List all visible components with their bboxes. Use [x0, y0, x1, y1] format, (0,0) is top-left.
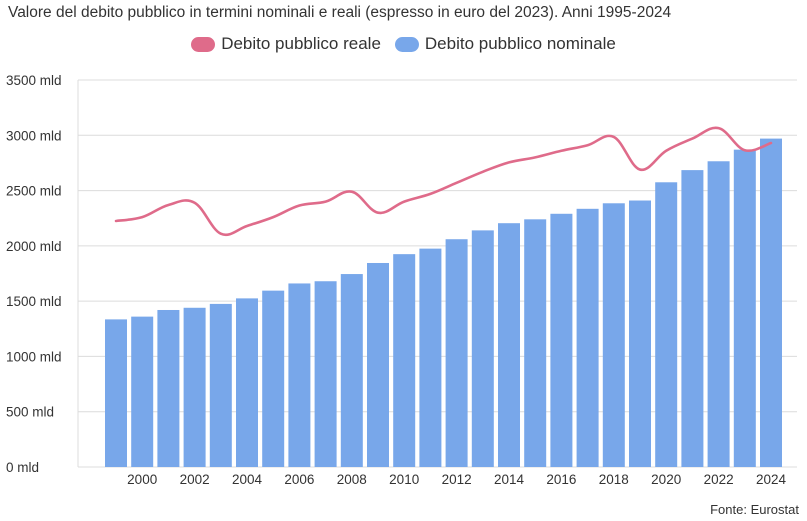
y-tick-label: 2000 mld	[6, 239, 62, 254]
bar[interactable]	[707, 161, 730, 467]
bar[interactable]	[602, 203, 625, 467]
bar[interactable]	[498, 223, 520, 467]
legend-item-real[interactable]: Debito pubblico reale	[191, 34, 381, 54]
bar[interactable]	[236, 298, 258, 467]
bar[interactable]	[760, 138, 782, 468]
x-tick-label: 2014	[494, 472, 525, 487]
x-tick-label: 2008	[337, 472, 367, 487]
bar[interactable]	[576, 208, 599, 467]
bar[interactable]	[262, 290, 285, 467]
y-tick-label: 1000 mld	[6, 349, 62, 364]
legend-item-nominal[interactable]: Debito pubblico nominale	[394, 34, 616, 54]
bar[interactable]	[183, 307, 206, 467]
y-tick-label: 0 mld	[6, 460, 39, 475]
bar[interactable]	[550, 213, 573, 467]
x-tick-label: 2016	[546, 472, 576, 487]
bar[interactable]	[681, 170, 704, 467]
bar[interactable]	[314, 281, 337, 467]
bar[interactable]	[340, 274, 363, 467]
bar[interactable]	[524, 219, 547, 467]
y-axis: 0 mld 500 mld 1000 mld 1500 mld 2000 mld 2500…	[6, 73, 79, 475]
y-tick-label: 3000 mld	[6, 128, 62, 143]
bars-nominal	[105, 138, 782, 468]
x-tick-label: 2010	[389, 472, 419, 487]
y-tick-label: 3500 mld	[6, 73, 62, 88]
bar[interactable]	[131, 316, 154, 467]
x-tick-label: 2012	[442, 472, 472, 487]
bar[interactable]	[157, 309, 180, 467]
bar[interactable]	[655, 182, 678, 467]
x-tick-label: 2024	[756, 472, 787, 487]
x-tick-label: 2002	[180, 472, 210, 487]
legend-swatch-real	[191, 36, 216, 52]
x-tick-label: 2004	[232, 472, 263, 487]
bar[interactable]	[105, 319, 127, 467]
line-real	[114, 126, 773, 236]
x-tick-label: 2006	[284, 472, 314, 487]
legend-swatch-nominal	[394, 36, 419, 52]
legend-label-real: Debito pubblico reale	[221, 34, 381, 53]
source-note: Fonte: Eurostat	[710, 502, 799, 517]
bar[interactable]	[209, 303, 232, 467]
x-tick-label: 2020	[651, 472, 681, 487]
x-tick-label: 2000	[127, 472, 157, 487]
bar[interactable]	[288, 283, 311, 467]
x-axis: 2000 2002 2004 2006 2008 2010 2012 2014 2016 2018…	[127, 472, 786, 487]
bar[interactable]	[367, 262, 389, 467]
series-line[interactable]	[114, 126, 773, 236]
y-tick-label: 500 mld	[6, 405, 54, 420]
x-tick-label: 2022	[704, 472, 734, 487]
legend-label-nominal: Debito pubblico nominale	[424, 34, 616, 53]
y-tick-label: 1500 mld	[6, 294, 62, 309]
bar[interactable]	[393, 254, 416, 467]
bar[interactable]	[629, 200, 651, 467]
x-tick-label: 2018	[599, 472, 629, 487]
bar[interactable]	[419, 248, 442, 467]
legend: Debito pubblico reale Debito pubblico no…	[0, 34, 807, 54]
bar[interactable]	[445, 239, 468, 467]
bar[interactable]	[471, 230, 494, 467]
bar[interactable]	[733, 149, 756, 467]
y-tick-label: 2500 mld	[6, 184, 62, 199]
chart-title: Valore del debito pubblico in termini no…	[8, 4, 672, 21]
